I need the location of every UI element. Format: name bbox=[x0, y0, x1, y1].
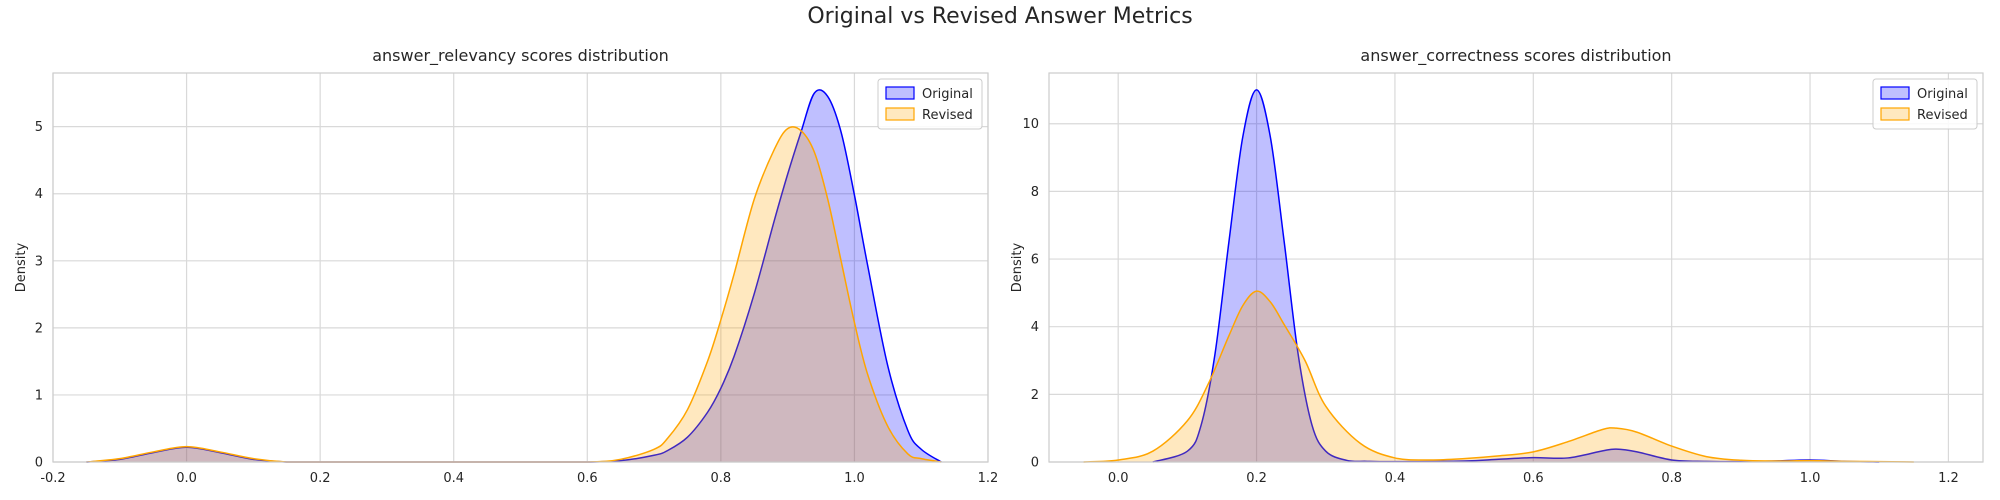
legend-label-revised: Revised bbox=[922, 108, 973, 123]
series-area-original bbox=[1152, 89, 1880, 462]
y-tick-label: 0 bbox=[35, 456, 43, 471]
x-tick-label: 0.2 bbox=[1246, 471, 1267, 486]
legend-swatch-revised bbox=[1880, 107, 1910, 121]
series-line-revised bbox=[1083, 290, 1914, 463]
y-tick-label: 0 bbox=[1031, 456, 1039, 471]
y-tick-label: 10 bbox=[1022, 117, 1039, 132]
series-area-revised bbox=[1083, 291, 1914, 462]
x-tick-label: 0.0 bbox=[176, 471, 197, 486]
chart-panel-1: -0.2 0.0 0.2 0.4 0.6 0.8 1.0 1.2 0 1 2 3 4 5 answer_re… bbox=[14, 46, 998, 486]
chart-panel-2: 0.0 0.2 0.4 0.6 0.8 1.0 1.2 0 2 4 6 8 10 answer_corre… bbox=[1010, 46, 1984, 486]
x-tick-label: 0.6 bbox=[577, 471, 598, 486]
legend-swatch-original bbox=[885, 86, 915, 100]
legend-swatch-original bbox=[1880, 86, 1910, 100]
y-tick-label: 1 bbox=[35, 388, 43, 403]
plot-area bbox=[53, 73, 988, 462]
y-axis-label: Density bbox=[14, 242, 29, 292]
x-tick-label: 1.0 bbox=[844, 471, 865, 486]
legend-swatch-revised bbox=[885, 107, 915, 121]
y-tick-label: 8 bbox=[1031, 185, 1039, 200]
y-tick-label: 4 bbox=[35, 187, 43, 202]
x-tick-label: 0.8 bbox=[1661, 471, 1682, 486]
x-tick-label: 0.2 bbox=[310, 471, 331, 486]
y-tick-label: 5 bbox=[35, 120, 43, 135]
x-tick-label: -0.2 bbox=[40, 471, 65, 486]
legend: Original Revised bbox=[877, 78, 983, 130]
series-area-revised bbox=[86, 126, 942, 462]
x-tick-label: 0.6 bbox=[1523, 471, 1544, 486]
legend-label-revised: Revised bbox=[1917, 108, 1968, 123]
legend-box bbox=[877, 78, 983, 130]
chart-title: answer_relevancy scores distribution bbox=[372, 46, 669, 66]
plot-area bbox=[1049, 73, 1983, 462]
plot-frame bbox=[1048, 72, 1984, 463]
series-area-original bbox=[86, 89, 942, 463]
y-tick-label: 4 bbox=[1031, 320, 1039, 335]
legend-label-original: Original bbox=[1917, 87, 1968, 102]
x-tick-label: 1.2 bbox=[1938, 471, 1959, 486]
x-tick-label: 1.0 bbox=[1800, 471, 1821, 486]
y-tick-label: 3 bbox=[35, 254, 43, 269]
x-tick-label: 0.4 bbox=[1385, 471, 1406, 486]
x-tick-label: 0.0 bbox=[1108, 471, 1129, 486]
legend-label-original: Original bbox=[922, 87, 973, 102]
chart-title: answer_correctness scores distribution bbox=[1360, 46, 1671, 66]
y-tick-label: 2 bbox=[1031, 388, 1039, 403]
x-tick-label: 1.2 bbox=[978, 471, 999, 486]
y-tick-label: 6 bbox=[1031, 253, 1039, 268]
series-line-revised bbox=[86, 126, 942, 463]
x-tick-label: 0.8 bbox=[711, 471, 732, 486]
x-tick-label: 0.4 bbox=[443, 471, 464, 486]
figure-title: Original vs Revised Answer Metrics bbox=[807, 4, 1193, 29]
legend-box bbox=[1872, 78, 1978, 130]
plot-frame bbox=[52, 72, 989, 463]
legend: Original Revised bbox=[1872, 78, 1978, 130]
y-tick-label: 2 bbox=[35, 321, 43, 336]
y-axis-label: Density bbox=[1010, 242, 1025, 292]
